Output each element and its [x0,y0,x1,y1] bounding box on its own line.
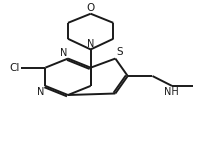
Text: N: N [60,48,67,58]
Text: Cl: Cl [9,63,20,73]
Text: S: S [116,47,123,57]
Text: N: N [87,39,94,49]
Text: N: N [37,87,44,97]
Text: O: O [87,3,95,13]
Text: NH: NH [164,87,179,97]
